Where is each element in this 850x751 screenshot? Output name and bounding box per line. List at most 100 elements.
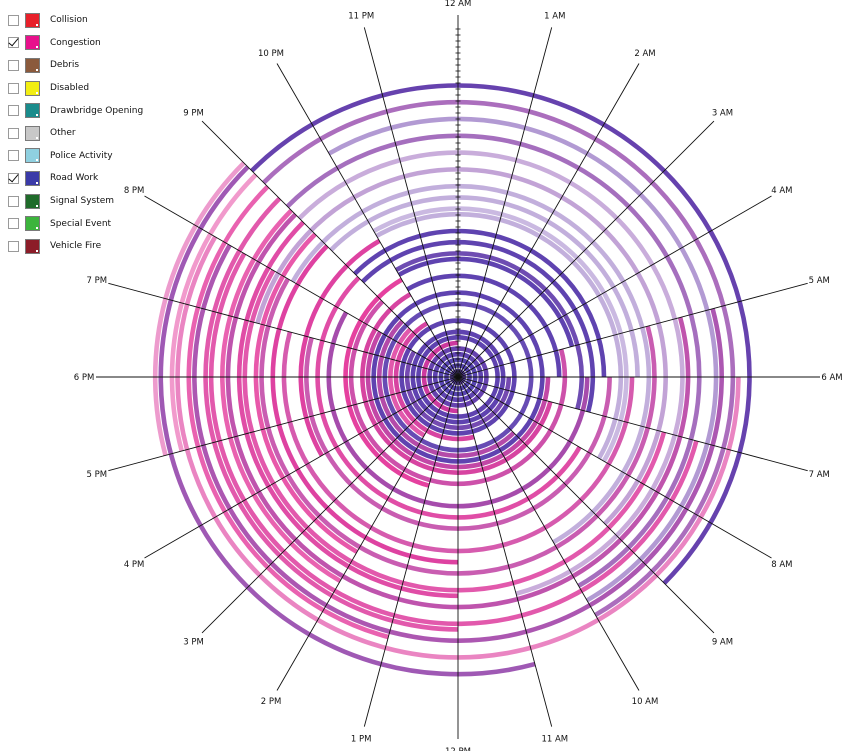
legend-label: Signal System [50,196,115,207]
legend-checkbox[interactable] [8,82,19,94]
legend-checkbox[interactable] [8,195,19,207]
ring-band [360,292,553,475]
legend-swatch [25,57,40,73]
legend: Collision Congestion Debris Disabled Drawbri… [8,9,178,258]
hour-label: 7 PM [86,276,107,286]
hour-label: 12 AM [445,0,472,9]
legend-item[interactable]: Special Event [8,212,178,235]
ring-band [329,195,640,378]
hour-spoke [457,282,808,378]
legend-label: Congestion [50,37,101,48]
hour-spoke [201,376,459,634]
legend-checkbox[interactable] [8,172,19,184]
ring-band [220,208,342,584]
legend-checkbox[interactable] [8,127,19,139]
legend-label: Drawbridge Opening [50,105,144,116]
hour-spoke [144,195,459,378]
legend-label: Vehicle Fire [50,241,102,252]
labels-layer: 12 AM 1 AM 2 AM 3 AM 4 AM 5 AM 6 AM 7 AM 8 AM 9 A… [74,0,843,751]
legend-checkbox[interactable] [8,14,19,26]
ring-band [388,327,426,438]
hour-label: 9 PM [183,109,204,119]
hour-label: 6 PM [74,373,95,383]
hour-label: 4 AM [771,186,792,196]
legend-item[interactable]: Debris [8,54,178,77]
legend-swatch [25,170,40,186]
legend-item[interactable]: Road Work [8,167,178,190]
ring-band [208,252,699,627]
legend-item[interactable]: Vehicle Fire [8,235,178,258]
legend-checkbox[interactable] [8,37,19,49]
legend-checkbox[interactable] [8,150,19,162]
ring-band [262,99,736,617]
hour-label: 8 AM [771,560,792,570]
legend-item[interactable]: Other [8,122,178,145]
hour-label: 9 AM [712,637,733,647]
legend-label: Police Activity [50,150,113,161]
ring-band [242,269,667,593]
hour-label: 3 AM [712,109,733,119]
ring-band [353,228,607,378]
legend-checkbox[interactable] [8,105,19,117]
hour-label: 10 AM [632,697,659,707]
legend-swatch [25,12,40,28]
hour-label: 12 PM [445,747,471,751]
legend-item[interactable]: Signal System [8,190,178,213]
legend-item[interactable]: Drawbridge Opening [8,99,178,122]
hour-spoke [457,376,640,691]
hour-spoke [457,120,715,378]
hour-spoke [363,376,459,727]
spokes-layer [96,15,820,739]
hour-label: 3 PM [183,637,204,647]
legend-label: Disabled [50,83,90,94]
hour-label: 1 PM [351,734,372,744]
hour-label: 11 AM [541,734,568,744]
hour-label: 4 PM [124,560,145,570]
legend-swatch [25,238,40,254]
ring-band [397,256,575,348]
legend-checkbox[interactable] [8,240,19,252]
hour-spoke [457,376,715,634]
legend-label: Road Work [50,173,99,184]
ring-band [343,277,430,488]
hour-spoke [108,376,459,472]
ring-band [203,196,459,632]
ring-band [259,277,657,576]
legend-label: Other [50,128,76,139]
legend-item[interactable]: Police Activity [8,145,178,168]
ring-band [285,133,702,588]
ring-band [192,244,724,643]
hour-label: 6 AM [821,373,842,383]
hour-label: 8 PM [124,186,145,196]
legend-swatch [25,103,40,119]
hour-spoke [363,27,459,378]
hour-spoke [276,63,459,378]
legend-item[interactable]: Congestion [8,32,178,55]
hour-label: 2 AM [634,49,655,59]
ring-band [236,220,459,599]
legend-swatch [25,216,40,232]
legend-item[interactable]: Collision [8,9,178,32]
legend-swatch [25,125,40,141]
hour-spoke [108,282,459,378]
hour-spoke [457,27,553,378]
legend-label: Collision [50,15,88,26]
legend-swatch [25,35,40,51]
ring-band [253,232,359,554]
legend-swatch [25,80,40,96]
legend-item[interactable]: Disabled [8,77,178,100]
legend-swatch [25,193,40,209]
hour-spoke [144,376,459,559]
ring-band [270,244,459,565]
hour-spoke [457,376,808,472]
legend-label: Special Event [50,218,112,229]
legend-checkbox[interactable] [8,59,19,71]
hour-label: 11 PM [348,12,374,22]
hour-label: 7 AM [809,470,830,480]
hour-spoke [276,376,459,691]
hour-spoke [457,376,772,559]
legend-checkbox[interactable] [8,218,19,230]
hour-spoke [457,63,640,378]
hour-spoke [457,376,553,727]
hour-label: 2 PM [261,697,282,707]
